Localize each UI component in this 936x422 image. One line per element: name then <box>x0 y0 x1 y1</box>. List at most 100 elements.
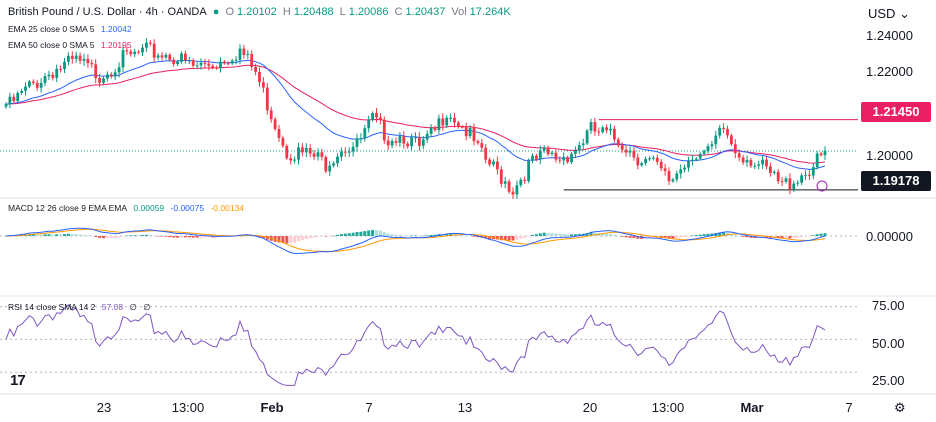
candle-body <box>297 147 300 160</box>
status-dot: ● <box>212 6 220 18</box>
macd-histogram-bar <box>460 235 464 236</box>
candle-body <box>90 63 94 65</box>
macd-histogram-bar <box>570 234 573 236</box>
candle-body <box>12 96 16 102</box>
symbol-title[interactable]: British Pound / U.S. Dollar · 4h · OANDA <box>8 6 207 18</box>
candle-body <box>780 181 784 183</box>
candle-body <box>823 150 827 156</box>
macd-histogram-bar <box>464 235 468 237</box>
candle-body <box>226 63 230 65</box>
macd-histogram-bar <box>425 235 429 236</box>
macd-tick-zero: 0.00000 <box>866 229 913 244</box>
candle-body <box>219 61 222 69</box>
candle-body <box>550 152 554 155</box>
candle-body <box>70 55 74 59</box>
high-value: 1.20488 <box>293 6 334 18</box>
candle-body <box>351 146 355 152</box>
ema25-legend-value: 1.20042 <box>100 24 132 34</box>
candle-body <box>457 122 460 127</box>
candle-body <box>663 168 667 171</box>
candle-body <box>589 122 593 131</box>
candle-body <box>449 117 452 119</box>
macd-histogram-bar <box>624 236 628 238</box>
candle-body <box>687 160 690 168</box>
macd-histogram-bar <box>98 236 102 238</box>
candle-body <box>156 55 160 58</box>
macd-histogram-bar <box>183 236 187 238</box>
macd-histogram-bar <box>433 234 437 236</box>
candle-body <box>772 171 776 173</box>
macd-histogram-bar <box>378 230 382 236</box>
candle-body <box>453 117 456 123</box>
candle-body <box>757 164 761 166</box>
macd-histogram-bar <box>55 234 59 236</box>
time-tick-9: 7 <box>845 400 853 415</box>
candle-body <box>601 127 605 133</box>
candle-body <box>811 167 815 176</box>
volume-label: Vol <box>451 6 467 18</box>
macd-histogram-bar <box>706 233 710 236</box>
low-label: L <box>339 6 346 18</box>
macd-histogram-bar <box>90 235 94 237</box>
candle-body <box>187 60 191 62</box>
macd-histogram-bar <box>722 232 726 236</box>
tradingview-logo[interactable]: 17 <box>10 372 26 389</box>
candle-body <box>63 61 66 70</box>
candle-body <box>4 104 8 107</box>
macd-histogram-bar <box>164 236 168 237</box>
gear-icon[interactable]: ⚙ <box>894 400 906 415</box>
macd-legend[interactable]: MACD 12 26 close 9 EMA EMA 0.00059 -0.00… <box>8 203 248 213</box>
macd-histogram-bar <box>609 233 612 236</box>
candle-body <box>437 118 441 131</box>
chevron-down-icon: ⌄ <box>899 6 910 21</box>
currency-selector[interactable]: USD ⌄ <box>868 6 910 22</box>
macd-histogram-bar <box>601 233 605 236</box>
candle-body <box>511 191 515 195</box>
candle-body <box>316 152 320 157</box>
candle-body <box>624 149 628 153</box>
candle-body <box>613 128 616 140</box>
candle-body <box>468 127 472 137</box>
macd-histogram-bar <box>59 234 63 236</box>
macd-histogram-bar <box>316 236 320 237</box>
macd-histogram-bar <box>410 235 414 237</box>
macd-histogram-bar <box>47 234 51 236</box>
candle-body <box>47 74 51 77</box>
candle-body <box>574 150 577 154</box>
ema25-legend[interactable]: EMA 25 close 0 SMA 5 1.20042 <box>8 24 136 34</box>
chart-header: British Pound / U.S. Dollar · 4h · OANDA… <box>8 6 514 18</box>
candle-body <box>121 50 125 68</box>
macd-histogram-bar <box>702 234 706 236</box>
rsi-legend[interactable]: RSI 14 close SMA 14 2 57.08 ∅ ∅ <box>8 302 155 313</box>
macd-histogram-bar <box>632 236 636 239</box>
macd-histogram-bar <box>148 234 152 236</box>
candle-body <box>710 144 714 147</box>
macd-histogram-bar <box>339 234 343 236</box>
candle-body <box>542 147 546 151</box>
candle-body <box>745 159 749 163</box>
macd-histogram-bar <box>527 236 531 237</box>
candle-body <box>667 170 671 182</box>
macd-histogram-bar <box>125 235 129 237</box>
macd-histogram-bar <box>386 233 390 236</box>
candle-body <box>722 127 725 129</box>
macd-histogram-bar <box>796 236 800 238</box>
candle-body <box>250 53 254 67</box>
candle-body <box>418 137 421 146</box>
candle-body <box>499 169 503 184</box>
candle-body <box>523 179 527 181</box>
candle-body <box>507 181 511 192</box>
macd-histogram-bar <box>293 236 297 243</box>
macd-line <box>5 227 826 255</box>
candle-body <box>39 82 43 88</box>
macd-histogram-bar <box>503 236 507 241</box>
candle-body <box>632 150 636 158</box>
macd-histogram-bar <box>729 233 733 236</box>
resistance-price-tag: 1.21450 <box>861 102 931 122</box>
macd-histogram-bar <box>207 236 211 238</box>
candle-body <box>328 165 332 172</box>
candle-body <box>429 127 433 134</box>
ema50-legend[interactable]: EMA 50 close 0 SMA 5 1.20195 <box>8 40 136 50</box>
candle-body <box>386 140 390 146</box>
